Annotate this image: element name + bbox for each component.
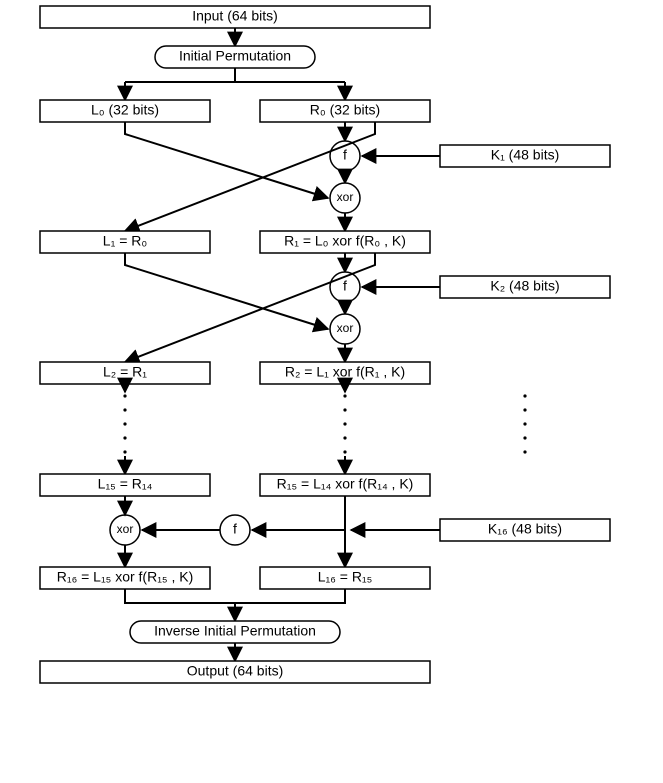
r-out-label-1: R₁ = L₀ xor f(R₀ , K): [284, 233, 406, 249]
dots-k: [523, 408, 526, 411]
f16-label: f: [233, 521, 237, 537]
k16-label: K₁₆ (48 bits): [488, 521, 562, 537]
r0-label: R₀ (32 bits): [310, 102, 380, 118]
r16-label: R₁₆ = L₁₅ xor f(R₁₅ , K): [57, 569, 194, 585]
l-to-xor-2: [125, 253, 328, 329]
l0-label: L₀ (32 bits): [91, 102, 159, 118]
output-label: Output (64 bits): [187, 663, 284, 679]
dots-l: [123, 408, 126, 411]
xor-label-2: xor: [337, 321, 354, 335]
ip-label: Initial Permutation: [179, 48, 291, 64]
dots-r: [343, 394, 346, 397]
dots-l: [123, 450, 126, 453]
l15-label: L₁₅ = R₁₄: [98, 476, 153, 492]
l-out-label-2: L₂ = R₁: [103, 364, 147, 380]
dots-r: [343, 450, 346, 453]
l-out-label-1: L₁ = R₀: [103, 233, 148, 249]
iip-label: Inverse Initial Permutation: [154, 623, 316, 639]
r15-to-f16: [252, 508, 345, 530]
dots-r: [343, 436, 346, 439]
dots-r: [343, 408, 346, 411]
dots-k: [523, 450, 526, 453]
dots-r: [343, 422, 346, 425]
dots-k: [523, 394, 526, 397]
dots-k: [523, 436, 526, 439]
dots-k: [523, 422, 526, 425]
xor-label-1: xor: [337, 190, 354, 204]
xor16-label: xor: [117, 522, 134, 536]
r15-label: R₁₅ = L₁₄ xor f(R₁₄ , K): [277, 476, 414, 492]
f-label-2: f: [343, 278, 347, 294]
dots-l: [123, 394, 126, 397]
dots-l: [123, 422, 126, 425]
merge-h: [125, 589, 345, 603]
k-label-2: K₂ (48 bits): [490, 278, 559, 294]
l-to-xor-1: [125, 122, 328, 198]
r-out-label-2: R₂ = L₁ xor f(R₁ , K): [285, 364, 405, 380]
f-label-1: f: [343, 147, 347, 163]
r-to-l-2: [125, 253, 375, 362]
r-to-l-1: [125, 122, 375, 231]
input-label: Input (64 bits): [192, 8, 278, 24]
dots-l: [123, 436, 126, 439]
k-label-1: K₁ (48 bits): [491, 147, 560, 163]
l16-label: L₁₆ = R₁₅: [318, 569, 373, 585]
